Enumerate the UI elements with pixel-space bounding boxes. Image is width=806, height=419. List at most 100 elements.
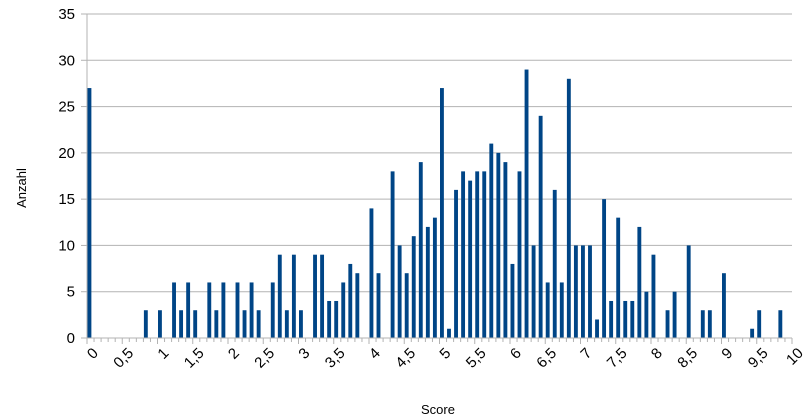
y-tick-label: 35 [58, 6, 75, 23]
x-tick-label: 2 [225, 345, 243, 363]
bar [489, 143, 494, 338]
x-tick-label: 7 [577, 345, 595, 363]
x-tick-label: 5,5 [463, 345, 490, 372]
bar [461, 171, 466, 338]
bar [369, 208, 374, 338]
bar [425, 226, 430, 338]
bar [545, 282, 550, 338]
bar [538, 115, 543, 338]
bar [158, 310, 162, 338]
bar [517, 171, 522, 338]
x-tick-label: 0 [84, 345, 102, 363]
y-tick-label: 10 [58, 237, 75, 254]
bar [630, 300, 635, 338]
y-axis-title: Anzahl [14, 168, 29, 208]
y-tick-label: 30 [58, 52, 75, 69]
y-tick-label: 15 [58, 191, 75, 208]
bar [609, 300, 614, 338]
x-axis-title: Score [421, 402, 455, 417]
bar [559, 282, 564, 338]
bar [644, 291, 649, 338]
bar [404, 273, 409, 338]
bar [348, 263, 353, 338]
x-tick-label: 7,5 [604, 345, 631, 372]
bar [270, 282, 275, 338]
y-tick-label: 5 [67, 284, 75, 301]
bar [602, 199, 607, 338]
bar [432, 217, 437, 338]
bar [277, 254, 282, 338]
bar [623, 300, 628, 338]
x-tick-label: 8 [648, 345, 666, 363]
bar [242, 310, 247, 338]
bar [595, 319, 599, 338]
bar [447, 328, 451, 338]
bar [186, 282, 191, 338]
bar [376, 273, 381, 338]
bar [672, 291, 677, 338]
bar [411, 236, 416, 338]
x-tick-label: 6 [507, 345, 525, 363]
x-tick-label: 8,5 [674, 345, 701, 372]
y-tick-label: 20 [58, 145, 75, 162]
bar [524, 69, 529, 339]
bar [207, 282, 212, 338]
x-tick-label: 0,5 [110, 345, 137, 372]
y-axis-tick-labels: 0 5 10 15 20 25 30 35 [58, 6, 75, 347]
bar [503, 162, 508, 338]
bar [778, 310, 783, 338]
bar [284, 310, 289, 338]
x-tick-label: 9 [718, 345, 736, 363]
bar [249, 282, 254, 338]
bar [193, 310, 198, 338]
bar [390, 171, 395, 338]
bar [573, 245, 578, 338]
bar [482, 171, 487, 338]
x-tick-label: 3 [295, 345, 313, 363]
bar [700, 310, 705, 338]
bar [327, 300, 332, 338]
bar [221, 282, 226, 338]
bars [87, 69, 783, 339]
bar [397, 245, 402, 338]
bar [651, 254, 656, 338]
x-tick-label: 1,5 [181, 345, 208, 372]
bar [496, 152, 501, 338]
bar [87, 88, 92, 338]
bar [313, 254, 317, 338]
bar [143, 310, 148, 338]
bar [172, 282, 176, 338]
bar [291, 254, 296, 338]
x-axis-tick-labels: 0 0,5 1 1,5 2 2,5 3 3,5 4 4,5 5 5,5 6 6,5 7 7,5 8 8,5 9 9,5… [84, 345, 806, 372]
bar [757, 310, 762, 338]
bar [468, 180, 473, 338]
x-tick-label: 2,5 [251, 345, 278, 372]
bar [707, 310, 712, 338]
bar [440, 88, 444, 338]
bar [637, 226, 642, 338]
bar [510, 263, 515, 338]
bar [475, 171, 480, 338]
x-tick-label: 6,5 [533, 345, 560, 372]
bar [616, 217, 621, 338]
bar [355, 273, 360, 338]
bar [299, 310, 303, 338]
bar [256, 310, 261, 338]
y-tick-label: 25 [58, 99, 75, 116]
x-tick-label: 4,5 [392, 345, 419, 372]
bar [179, 310, 184, 338]
x-tick-label: 1 [154, 345, 172, 363]
x-tick-label: 10 [783, 345, 806, 369]
x-tick-label: 3,5 [322, 345, 349, 372]
axes [81, 13, 793, 344]
bar [722, 273, 726, 338]
bar [341, 282, 346, 338]
bar [566, 78, 571, 339]
x-tick-label: 4 [366, 345, 384, 363]
bar [552, 189, 557, 338]
bar [588, 245, 592, 338]
x-tick-label: 5 [436, 345, 454, 363]
bar [454, 189, 458, 338]
gridlines [87, 13, 792, 293]
